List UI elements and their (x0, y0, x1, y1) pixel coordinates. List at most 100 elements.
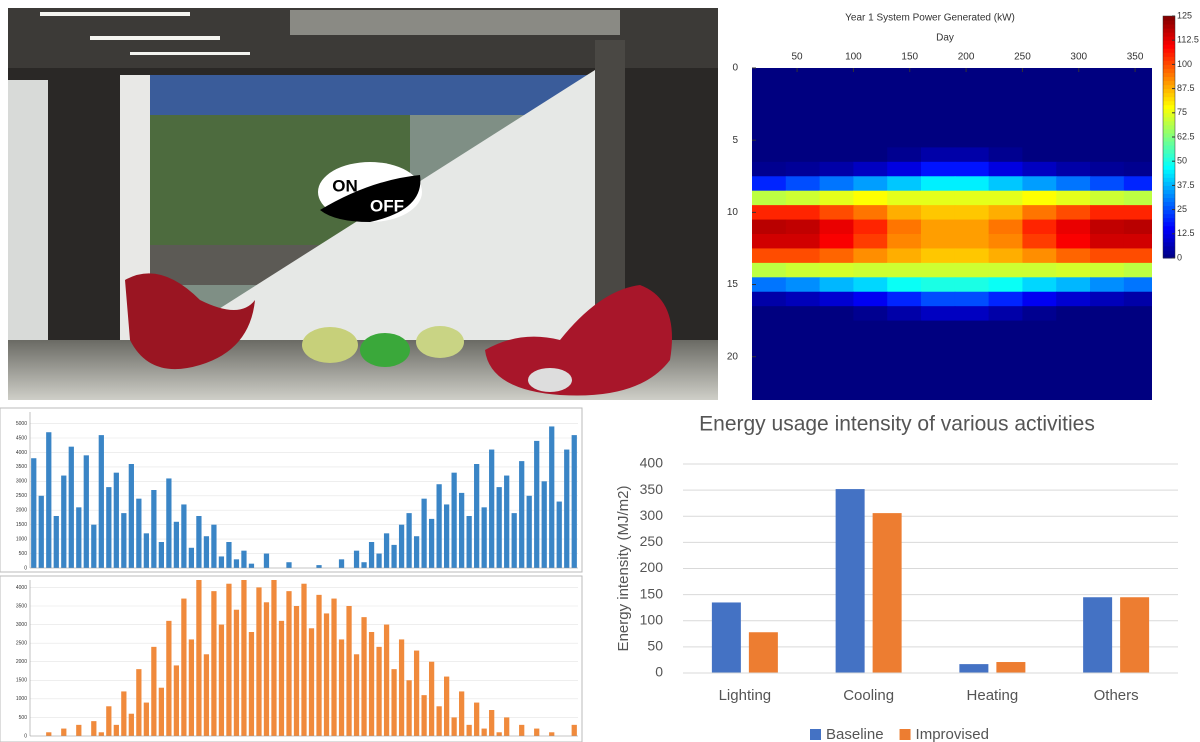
y-tick-label: 1000 (16, 536, 27, 542)
heat-cell (1022, 75, 1056, 90)
heat-cell (989, 378, 1023, 393)
heat-cell (955, 349, 989, 364)
heat-cell (887, 147, 921, 162)
heat-cell (1056, 176, 1090, 191)
heat-cell (1124, 263, 1153, 278)
heat-cell (853, 162, 887, 177)
colorbar-strip (1163, 89, 1175, 94)
heat-cell (955, 119, 989, 134)
heat-cell (955, 104, 989, 119)
bar (474, 464, 479, 568)
heat-cell (853, 90, 887, 105)
heat-cell (1056, 335, 1090, 350)
heat-cell (853, 234, 887, 249)
heat-cell (1090, 349, 1124, 364)
colorbar-strip (1163, 161, 1175, 166)
heat-cell (921, 349, 955, 364)
heat-cell (1124, 147, 1153, 162)
heat-cell (853, 292, 887, 307)
heat-cell (752, 306, 786, 321)
bar (527, 496, 532, 568)
bar (414, 536, 419, 568)
heat-cell (955, 220, 989, 235)
x-tick-label: Lighting (719, 687, 772, 704)
heat-cell (752, 162, 786, 177)
bar (99, 435, 104, 568)
colorbar-strip (1163, 250, 1175, 255)
heat-cell (1124, 306, 1153, 321)
heat-cell (752, 176, 786, 191)
y-tick-label: 400 (640, 455, 664, 471)
bar (241, 551, 246, 568)
heat-cell (989, 277, 1023, 292)
bar (534, 729, 539, 736)
colorbar-strip (1163, 242, 1175, 247)
heat-cell (820, 176, 854, 191)
heat-cell (752, 292, 786, 307)
heat-cell (989, 321, 1023, 336)
heat-cell (853, 277, 887, 292)
heat-cell (989, 205, 1023, 220)
heat-cell (786, 321, 820, 336)
heat-cell (989, 306, 1023, 321)
heat-cell (820, 263, 854, 278)
colorbar-tick-label: 25 (1177, 204, 1187, 214)
heat-cell (989, 147, 1023, 162)
bar (339, 639, 344, 736)
x-tick-label: 50 (792, 52, 804, 63)
heat-cell (921, 234, 955, 249)
heat-cell (921, 104, 955, 119)
heat-cell (853, 349, 887, 364)
heat-cell (853, 119, 887, 134)
heat-cell (1124, 349, 1153, 364)
heat-cell (1022, 292, 1056, 307)
heat-cell (820, 277, 854, 292)
heat-cell (921, 191, 955, 206)
heat-cell (921, 75, 955, 90)
heat-cell (1124, 234, 1153, 249)
heat-cell (921, 378, 955, 393)
heat-cell (1090, 220, 1124, 235)
bar (316, 565, 321, 568)
y-tick-label: 3500 (16, 603, 27, 609)
heat-cell (820, 393, 854, 408)
heat-cell (820, 234, 854, 249)
heat-cell (1124, 378, 1153, 393)
colorbar-tick-label: 112.5 (1177, 35, 1199, 45)
colorbar-strip (1163, 101, 1175, 106)
colorbar-strip (1163, 28, 1175, 33)
heat-cell (752, 133, 786, 148)
heat-cell (853, 321, 887, 336)
bar (564, 450, 569, 568)
heat-cell (989, 176, 1023, 191)
heat-cell (955, 205, 989, 220)
heat-cell (1056, 162, 1090, 177)
heat-cell (955, 335, 989, 350)
heat-cell (853, 61, 887, 76)
heat-cell (1022, 378, 1056, 393)
heat-cell (1124, 162, 1153, 177)
bar (91, 525, 96, 568)
bar (504, 476, 509, 568)
heat-cell (1022, 349, 1056, 364)
heat-cell (820, 104, 854, 119)
heat-cell (1090, 176, 1124, 191)
colorbar-strip (1163, 193, 1175, 198)
heat-cell (786, 306, 820, 321)
heat-cell (752, 349, 786, 364)
heat-cell (786, 349, 820, 364)
colorbar-strip (1163, 246, 1175, 251)
heat-cell (955, 277, 989, 292)
y-tick-label: 2000 (16, 659, 27, 665)
y-tick-label: 500 (19, 715, 28, 721)
colorbar-strip (1163, 32, 1175, 37)
bar (467, 725, 472, 736)
heat-cell (1124, 90, 1153, 105)
heat-cell (820, 306, 854, 321)
bar (1120, 597, 1149, 673)
bar (549, 426, 554, 568)
colorbar-strip (1163, 52, 1175, 57)
heat-cell (853, 263, 887, 278)
heat-cell (786, 248, 820, 263)
bar (482, 507, 487, 568)
